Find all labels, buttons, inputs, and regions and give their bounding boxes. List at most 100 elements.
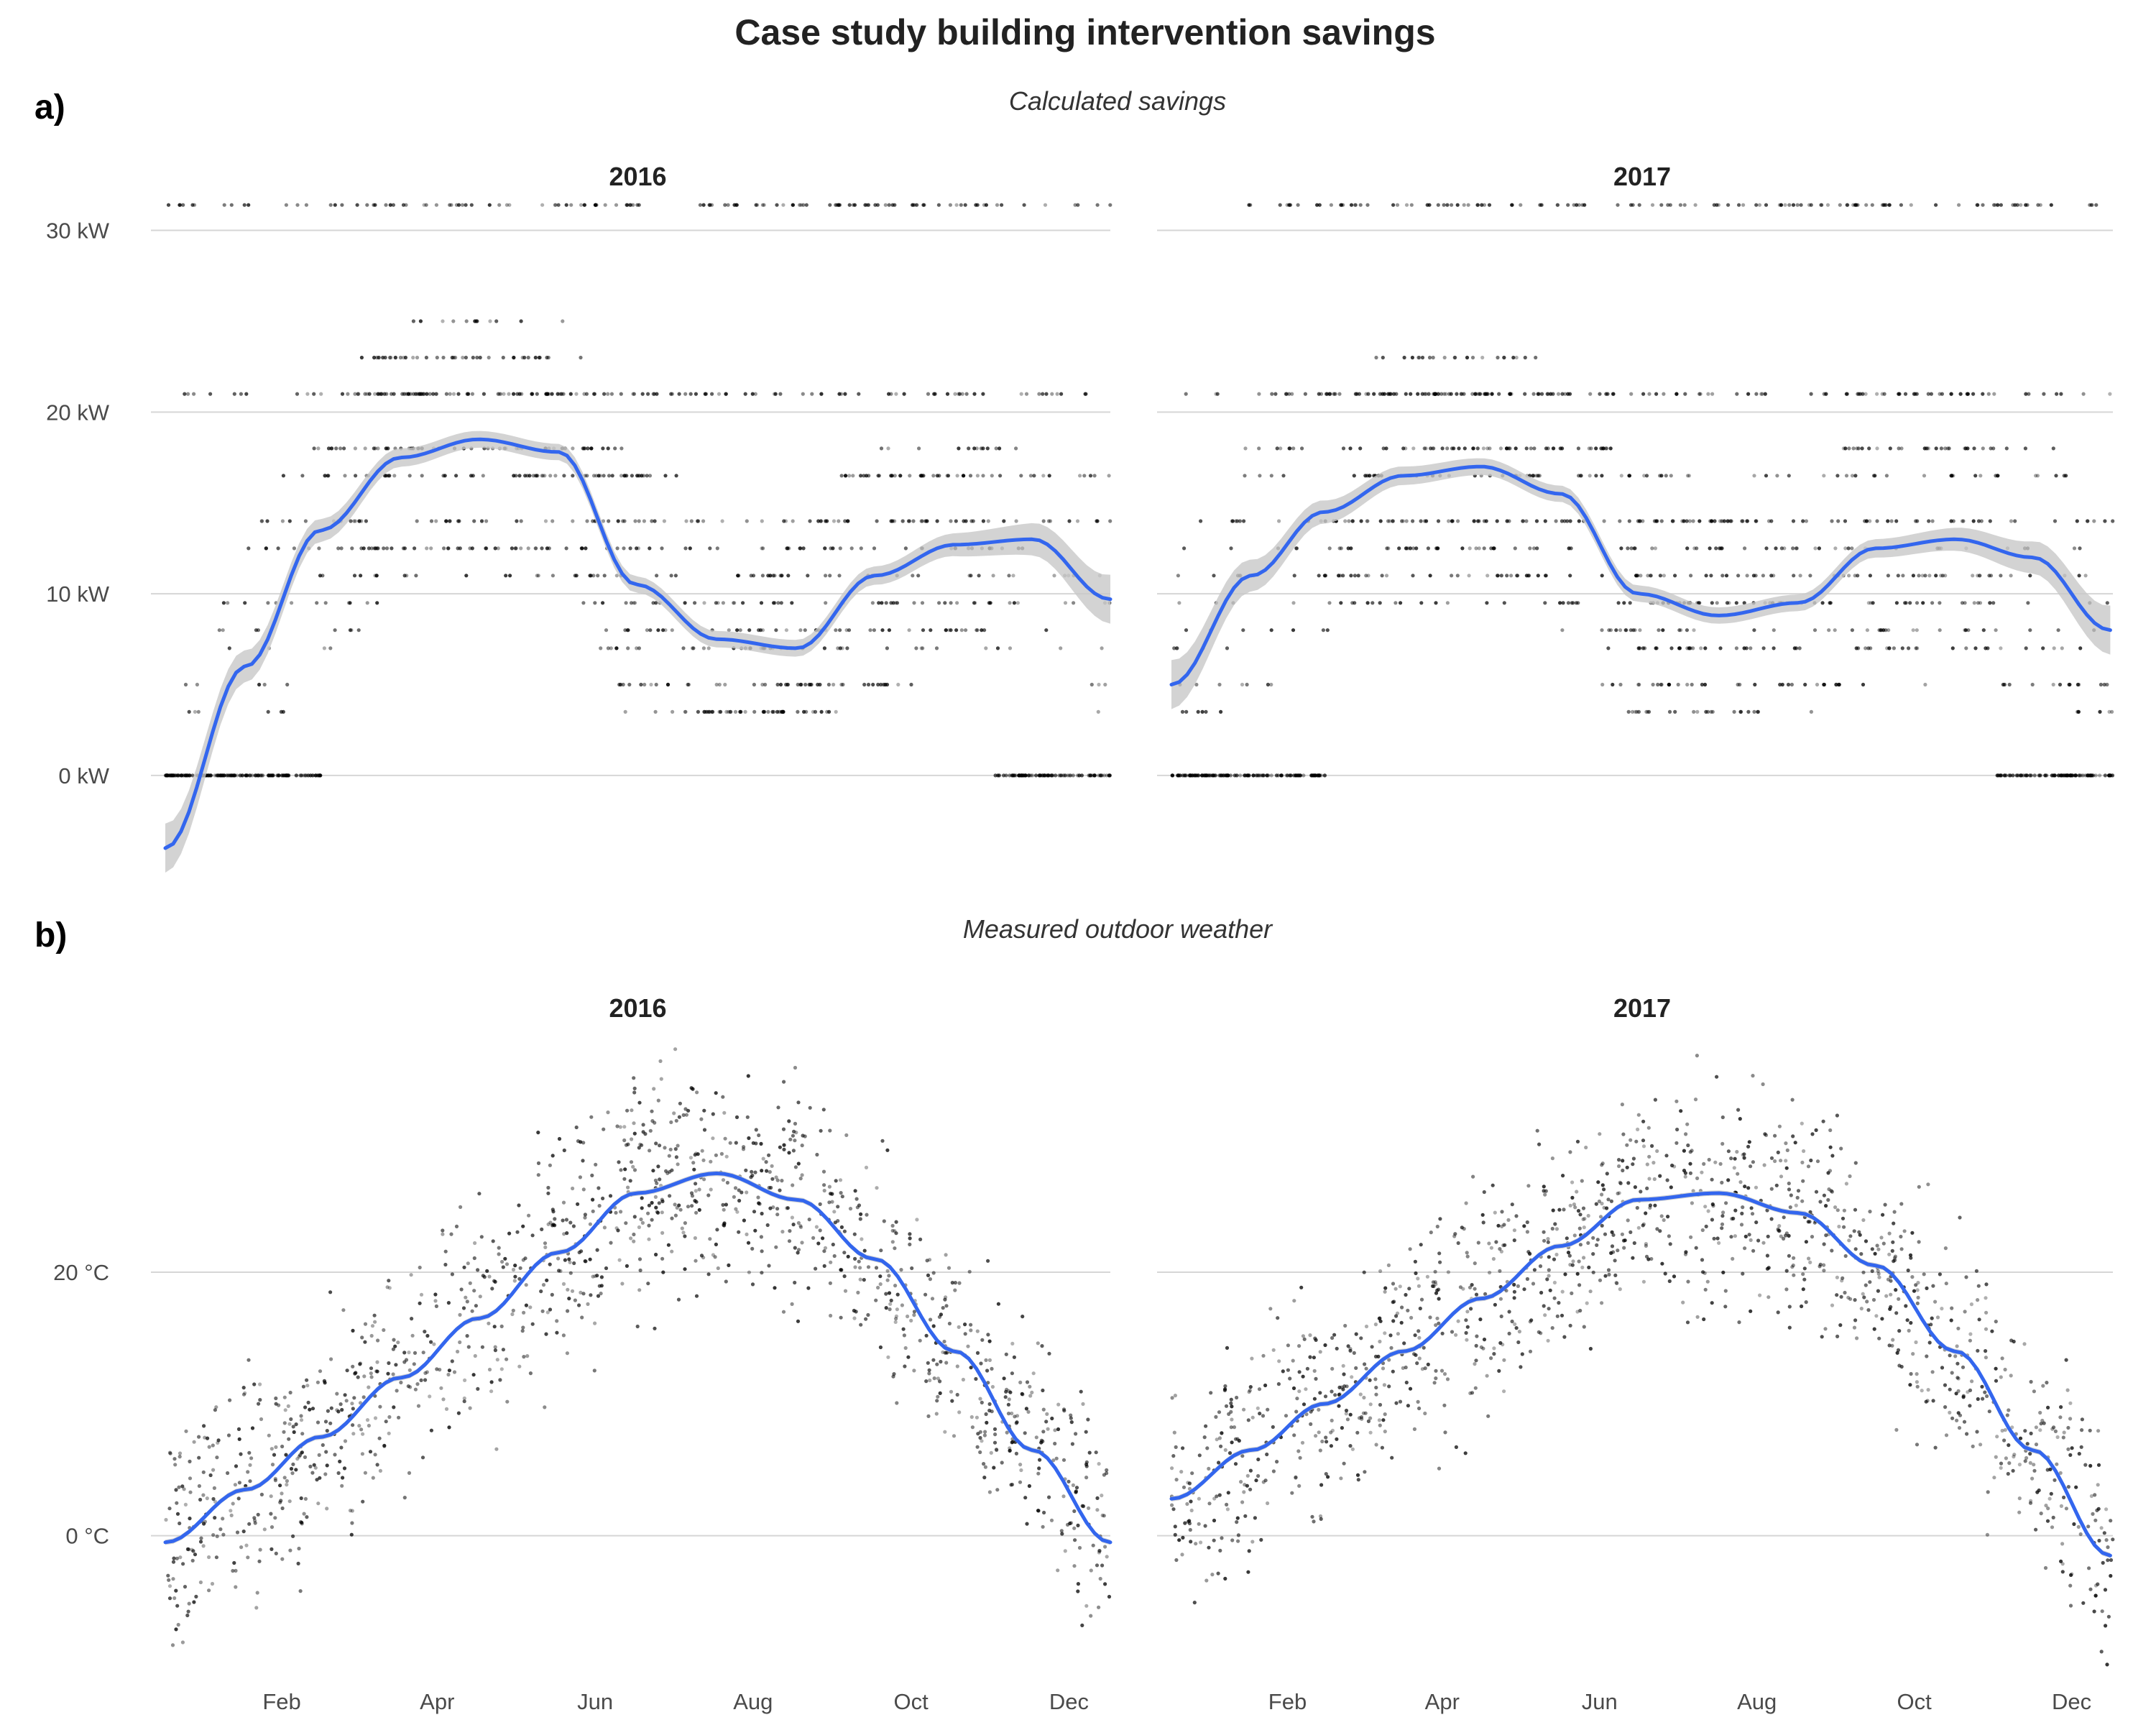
scatter-point <box>402 574 407 578</box>
scatter-point <box>1329 203 1333 207</box>
scatter-point <box>791 203 796 207</box>
scatter-point <box>1433 1269 1437 1274</box>
scatter-point <box>670 1216 674 1220</box>
scatter-point <box>1864 519 1869 523</box>
scatter-point <box>786 682 790 687</box>
scatter-point <box>1994 1455 1998 1459</box>
scatter-point <box>1170 1396 1174 1400</box>
scatter-point <box>1408 1386 1413 1391</box>
scatter-point <box>292 1430 296 1435</box>
scatter-point <box>1636 709 1641 714</box>
scatter-point <box>1784 1141 1788 1146</box>
scatter-point <box>237 1437 241 1441</box>
scatter-point <box>1869 601 1873 605</box>
scatter-point <box>512 1279 517 1283</box>
scatter-point <box>174 1627 178 1632</box>
scatter-point <box>1480 203 1484 207</box>
scatter-point <box>1356 574 1360 578</box>
scatter-point <box>1674 1141 1679 1145</box>
scatter-point <box>668 1147 673 1151</box>
scatter-point <box>1218 1548 1222 1552</box>
scatter-point <box>1720 1214 1725 1218</box>
scatter-point <box>1333 1393 1337 1397</box>
scatter-point <box>1820 1335 1824 1339</box>
scatter-point <box>443 1249 448 1254</box>
scatter-point <box>1462 203 1466 207</box>
scatter-point <box>1063 773 1067 778</box>
scatter-point <box>1688 1171 1692 1175</box>
scatter-point <box>2094 203 2099 207</box>
scatter-point <box>420 474 424 478</box>
scatter-point <box>986 1333 990 1337</box>
scatter-point <box>1671 519 1675 523</box>
scatter-point <box>2104 1507 2109 1512</box>
scatter-point <box>229 1509 233 1513</box>
scatter-point <box>937 601 941 605</box>
scatter-point <box>676 1162 680 1167</box>
scatter-point <box>780 1179 784 1183</box>
scatter-point <box>1456 1241 1460 1246</box>
scatter-point <box>1380 1445 1384 1450</box>
scatter-point <box>1416 392 1420 396</box>
scatter-point <box>1411 574 1415 578</box>
scatter-point <box>710 392 714 396</box>
scatter-point <box>683 546 688 551</box>
scatter-point <box>416 1404 421 1408</box>
scatter-point <box>1569 546 1573 551</box>
scatter-point <box>1059 392 1064 396</box>
scatter-point <box>1480 203 1484 207</box>
scatter-point <box>781 1310 786 1314</box>
scatter-point <box>760 1249 764 1254</box>
scatter-point <box>482 1275 487 1279</box>
scatter-point <box>1741 1205 1745 1210</box>
scatter-point <box>258 1398 262 1402</box>
scatter-point <box>1759 392 1764 396</box>
scatter-point <box>1764 474 1769 478</box>
scatter-point <box>1693 1098 1698 1102</box>
scatter-point <box>1173 1394 1177 1398</box>
scatter-point <box>1481 1220 1485 1225</box>
scatter-point <box>2012 1453 2017 1457</box>
scatter-point <box>1603 1274 1608 1278</box>
scatter-point <box>846 519 850 523</box>
scatter-point <box>625 1264 630 1268</box>
scatter-point <box>1010 1440 1014 1445</box>
scatter-point <box>928 1378 932 1383</box>
scatter-point <box>987 1490 992 1494</box>
scatter-point <box>1909 1320 1913 1325</box>
scatter-point <box>651 1169 655 1173</box>
scatter-point <box>413 1351 418 1355</box>
scatter-point <box>822 1188 826 1193</box>
scatter-point <box>548 1220 553 1225</box>
scatter-point <box>1641 392 1646 396</box>
scatter-point <box>346 601 351 605</box>
scatter-point <box>499 392 503 396</box>
scatter-point <box>373 1416 378 1420</box>
scatter-point <box>190 773 195 778</box>
scatter-point <box>1710 709 1715 714</box>
scatter-point <box>1966 1390 1970 1394</box>
scatter-point <box>1575 1190 1579 1194</box>
scatter-point <box>1751 1160 1755 1164</box>
scatter-point <box>955 1392 959 1397</box>
scatter-point <box>1585 1301 1589 1305</box>
scatter-point <box>1881 1241 1886 1246</box>
scatter-point <box>1546 1237 1550 1241</box>
scatter-point <box>723 1136 727 1141</box>
scatter-point <box>1688 1150 1692 1154</box>
scatter-point <box>1418 1306 1422 1311</box>
scatter-point <box>199 1536 203 1540</box>
scatter-point <box>561 1282 566 1286</box>
scatter-point <box>208 1473 213 1478</box>
scatter-point <box>1502 355 1506 360</box>
scatter-point <box>1987 1409 1991 1414</box>
scatter-point <box>887 203 891 207</box>
scatter-point <box>975 628 980 632</box>
scatter-point <box>1709 709 1713 714</box>
scatter-point <box>1197 1453 1202 1458</box>
scatter-point <box>2068 1453 2073 1457</box>
scatter-point <box>737 574 741 578</box>
scatter-point <box>553 474 558 478</box>
scatter-point <box>1976 1284 1981 1288</box>
